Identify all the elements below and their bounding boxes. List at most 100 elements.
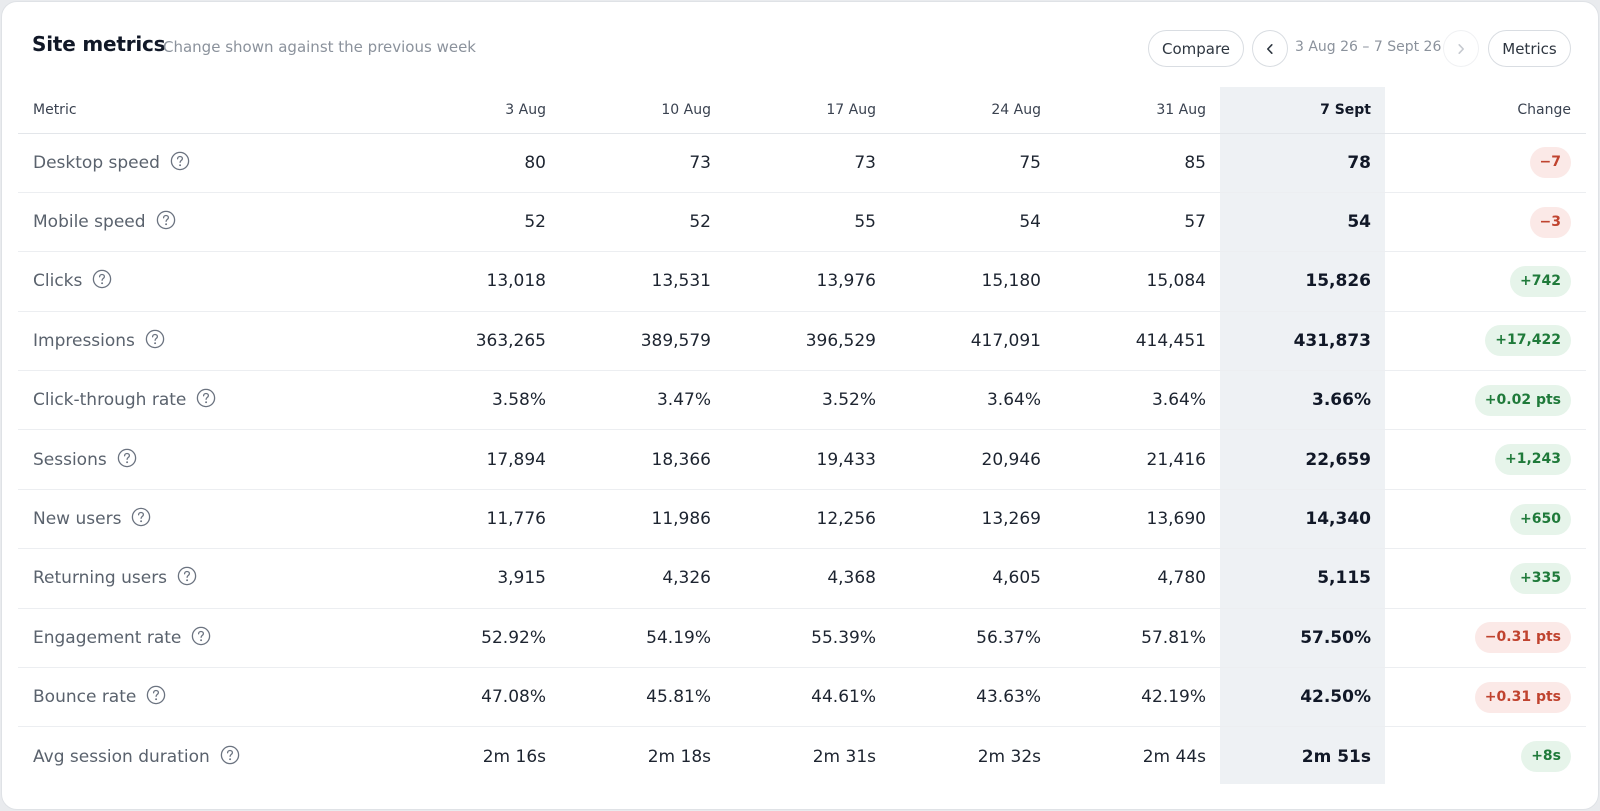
column-header-week: 3 Aug (396, 88, 561, 134)
current-week-value: 57.50% (1221, 608, 1386, 669)
week-value: 3,915 (396, 548, 561, 609)
current-week-value: 42.50% (1221, 667, 1386, 728)
current-week-value: 78 (1221, 133, 1386, 193)
change-badge: +17,422 (1485, 325, 1571, 357)
help-icon[interactable] (92, 269, 112, 289)
metric-label: Mobile speed (33, 212, 146, 233)
change-cell: +8s (1386, 727, 1586, 786)
help-icon[interactable] (117, 448, 137, 468)
column-header-week: 31 Aug (1056, 88, 1221, 134)
change-badge: +1,243 (1494, 444, 1571, 476)
week-value: 55.39% (726, 608, 891, 669)
week-value: 44.61% (726, 667, 891, 728)
week-value: 414,451 (1056, 311, 1221, 372)
next-range-button[interactable] (1443, 30, 1479, 67)
change-badge: +0.02 pts (1474, 384, 1571, 416)
week-value: 2m 31s (812, 746, 876, 767)
week-value: 13,690 (1056, 489, 1221, 550)
change-cell: +0.31 pts (1386, 667, 1586, 728)
week-value: 2m 18s (647, 746, 711, 767)
week-value: 54.19% (561, 608, 726, 669)
week-value: 45.81% (561, 667, 726, 728)
week-value: 42.19% (1056, 667, 1221, 728)
metric-name-cell: Click-through rate (18, 370, 396, 431)
current-week-value: 3.66% (1221, 370, 1386, 431)
week-value: 4,326 (561, 548, 726, 609)
week-value: 2m 16s (482, 746, 546, 767)
help-icon[interactable] (191, 626, 211, 646)
help-icon[interactable] (220, 745, 240, 765)
week-value: 52 (396, 192, 561, 253)
week-value: 43.63% (891, 667, 1056, 728)
help-icon[interactable] (170, 151, 190, 171)
help-icon[interactable] (156, 210, 176, 230)
change-cell: +0.02 pts (1386, 370, 1586, 431)
week-value: 3.47% (561, 370, 726, 431)
card-header: Site metrics Change shown against the pr… (2, 2, 1598, 90)
week-value: 12,256 (726, 489, 891, 550)
metric-label: Sessions (33, 449, 107, 470)
week-value: 2m 44s (1142, 746, 1206, 767)
week-value: 54 (891, 192, 1056, 253)
change-badge: +742 (1510, 265, 1571, 297)
week-value: 15,084 (1056, 251, 1221, 312)
table-row: New users 11,776 11,986 12,256 13,269 13,690 1… (18, 489, 1586, 550)
date-range-label: 3 Aug 26 – 7 Sept 26 (1295, 39, 1442, 55)
help-icon[interactable] (131, 507, 151, 527)
previous-range-button[interactable] (1252, 30, 1288, 67)
help-icon[interactable] (177, 566, 197, 586)
change-cell: +650 (1386, 489, 1586, 550)
week-value: 4,780 (1056, 548, 1221, 609)
week-value: 21,416 (1056, 429, 1221, 490)
current-week-value: 431,873 (1221, 311, 1386, 372)
table-row: Sessions 17,894 18,366 19,433 20,946 21,416 22… (18, 429, 1586, 490)
current-week-value: 54 (1221, 192, 1386, 253)
help-icon[interactable] (196, 388, 216, 408)
week-value: 11,776 (396, 489, 561, 550)
help-icon[interactable] (145, 329, 165, 349)
page-subtitle: Change shown against the previous week (163, 38, 476, 56)
metrics-table: Metric 3 Aug 10 Aug 17 Aug 24 Aug 31 Aug… (18, 88, 1586, 786)
change-cell: +17,422 (1386, 311, 1586, 372)
change-cell: +335 (1386, 548, 1586, 609)
week-value: 47.08% (396, 667, 561, 728)
change-cell: −3 (1386, 192, 1586, 253)
week-value: 417,091 (891, 311, 1056, 372)
metric-name-cell: Sessions (18, 429, 396, 490)
column-header-week: 24 Aug (891, 88, 1056, 134)
current-week-value: 14,340 (1221, 489, 1386, 550)
metric-label: Bounce rate (33, 687, 137, 708)
week-value: 85 (1056, 133, 1221, 193)
table-row: Returning users 3,915 4,326 4,368 4,605 4,780… (18, 548, 1586, 609)
week-value: 11,986 (561, 489, 726, 550)
help-icon[interactable] (146, 685, 166, 705)
week-value: 3.58% (396, 370, 561, 431)
week-value: 4,368 (726, 548, 891, 609)
metrics-button[interactable]: Metrics (1488, 30, 1571, 67)
week-value: 17,894 (396, 429, 561, 490)
change-badge: +650 (1510, 503, 1571, 535)
week-value: 52.92% (396, 608, 561, 669)
week-value: 13,018 (396, 251, 561, 312)
week-value: 80 (396, 133, 561, 193)
column-header-metric: Metric (18, 88, 396, 134)
column-header-week: 17 Aug (726, 88, 891, 134)
table-row: Avg session duration 2m 16s 2m 18s 2m 31s 2m… (18, 727, 1586, 786)
metric-label: Impressions (33, 330, 135, 351)
week-value: 4,605 (891, 548, 1056, 609)
metric-label: Click-through rate (33, 390, 187, 411)
table-row: Engagement rate 52.92% 54.19% 55.39% 56.37% 5… (18, 608, 1586, 669)
week-value: 57.81% (1056, 608, 1221, 669)
table-row: Bounce rate 47.08% 45.81% 44.61% 43.63% 42.19… (18, 667, 1586, 728)
compare-button[interactable]: Compare (1148, 30, 1244, 67)
current-week-value: 2m 51s (1301, 746, 1371, 767)
week-value: 19,433 (726, 429, 891, 490)
metric-name-cell: Clicks (18, 251, 396, 312)
metric-name-cell: Impressions (18, 311, 396, 372)
table-row: Desktop speed 80 73 73 75 85 78 −7 (18, 133, 1586, 193)
column-header-week: 10 Aug (561, 88, 726, 134)
chevron-left-icon (1267, 43, 1273, 54)
week-value: 15,180 (891, 251, 1056, 312)
week-value: 363,265 (396, 311, 561, 372)
